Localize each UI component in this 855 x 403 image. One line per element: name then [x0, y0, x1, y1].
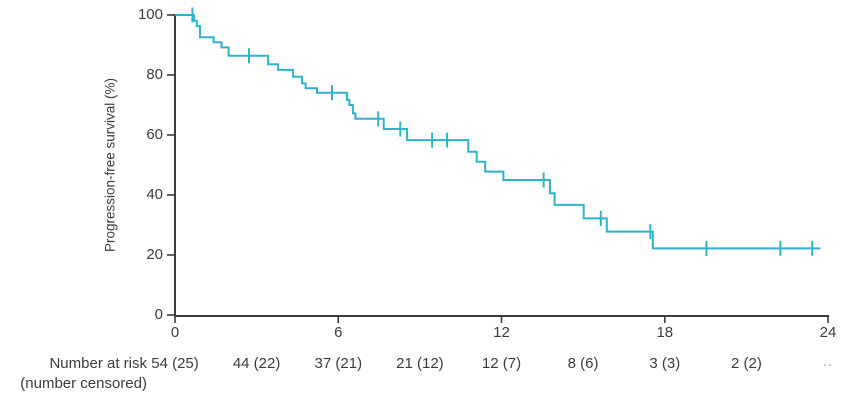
x-tick-label-0: 0	[170, 324, 180, 341]
km-survival-curve	[175, 14, 821, 250]
y-tick-label-40: 40	[146, 186, 163, 203]
risk-row-title: Number at risk	[49, 355, 147, 372]
risk-value-24-ellipsis: ..	[822, 353, 834, 370]
risk-value-0: 54 (25)	[151, 355, 199, 372]
risk-row-subtitle: (number censored)	[20, 375, 147, 392]
y-tick-label-80: 80	[146, 66, 163, 83]
x-tick-label-18: 18	[656, 324, 674, 341]
x-tick-label-24: 24	[819, 324, 837, 341]
risk-value-9: 21 (12)	[396, 355, 444, 372]
risk-value-18: 3 (3)	[649, 355, 681, 372]
y-tick-label-100: 100	[137, 6, 163, 23]
risk-value-6: 37 (21)	[314, 355, 363, 372]
x-tick-label-12: 12	[493, 324, 510, 341]
y-tick-label-60: 60	[146, 126, 163, 143]
y-tick-label-0: 0	[154, 306, 163, 323]
risk-value-15: 8 (6)	[567, 355, 599, 372]
y-axis-title: Progression-free survival (%)	[102, 77, 118, 253]
x-tick-label-6: 6	[334, 324, 343, 341]
risk-value-12: 12 (7)	[481, 355, 522, 372]
risk-value-3: 44 (22)	[232, 355, 281, 372]
risk-value-21: 2 (2)	[730, 355, 762, 372]
y-tick-label-20: 20	[146, 246, 163, 263]
